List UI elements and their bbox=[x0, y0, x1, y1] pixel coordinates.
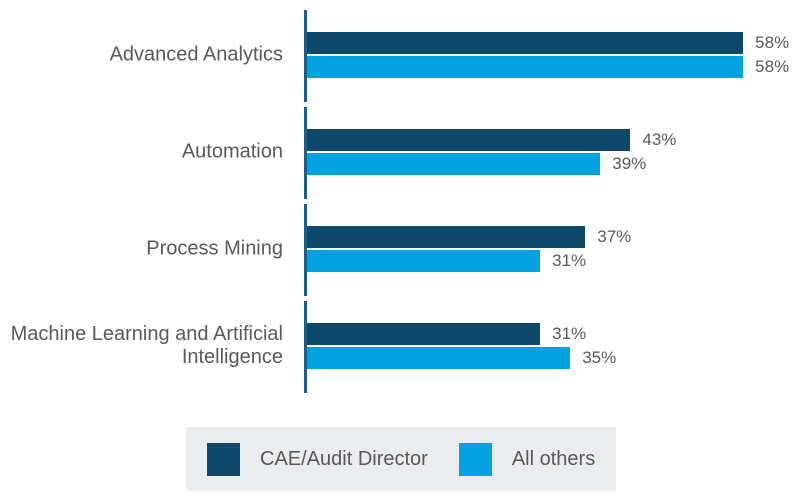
legend-item-all-others: All others bbox=[458, 442, 596, 476]
value-label: 58% bbox=[755, 33, 790, 52]
category-label: Machine Learning and Artificial Intellig… bbox=[10, 323, 283, 368]
value-label: 43% bbox=[642, 130, 677, 149]
legend-label: CAE/Audit Director bbox=[260, 447, 428, 470]
value-label: 31% bbox=[552, 324, 587, 343]
bar-all-others: 31% bbox=[307, 250, 586, 272]
legend-item-cae-audit-director: CAE/Audit Director bbox=[207, 442, 428, 476]
axis-line bbox=[304, 10, 307, 393]
category-label: Process Mining bbox=[146, 237, 283, 260]
bar-all-others: 58% bbox=[307, 56, 789, 78]
legend-swatch-all-others-icon bbox=[458, 442, 492, 476]
bar-cae-audit-director: 37% bbox=[307, 226, 631, 248]
chart-row: Automation 43% 39% bbox=[0, 129, 801, 175]
legend-swatch-cae-icon bbox=[207, 442, 240, 476]
category-label: Automation bbox=[181, 140, 283, 163]
value-label: 39% bbox=[612, 154, 647, 173]
bar-cae-audit-director: 58% bbox=[307, 32, 789, 54]
legend-label: All others bbox=[511, 447, 596, 470]
value-label: 58% bbox=[755, 57, 790, 76]
legend: CAE/Audit Director All others bbox=[186, 427, 616, 491]
chart-row: Process Mining 37% 31% bbox=[0, 226, 801, 272]
bar-cae-audit-director: 31% bbox=[307, 323, 586, 345]
chart-row: Advanced Analytics 58% 58% bbox=[0, 32, 801, 78]
bar-all-others: 39% bbox=[307, 153, 646, 175]
bar-cae-audit-director: 43% bbox=[307, 129, 676, 151]
chart-row: Machine Learning and Artificial Intellig… bbox=[0, 323, 801, 369]
value-label: 37% bbox=[597, 227, 632, 246]
bar-all-others: 35% bbox=[307, 347, 616, 369]
value-label: 35% bbox=[582, 348, 617, 367]
category-label: Advanced Analytics bbox=[109, 43, 283, 66]
value-label: 31% bbox=[552, 251, 587, 270]
